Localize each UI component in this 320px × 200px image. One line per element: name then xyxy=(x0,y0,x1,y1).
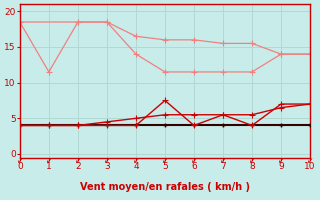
Text: ↙: ↙ xyxy=(104,156,110,165)
Text: ↙: ↙ xyxy=(133,156,139,165)
Text: ↙: ↙ xyxy=(17,156,23,165)
Text: ↙: ↙ xyxy=(220,156,226,165)
Text: ↙: ↙ xyxy=(46,156,52,165)
Text: ↙: ↙ xyxy=(307,156,313,165)
Text: ↙: ↙ xyxy=(75,156,81,165)
Text: ↙: ↙ xyxy=(278,156,284,165)
X-axis label: Vent moyen/en rafales ( km/h ): Vent moyen/en rafales ( km/h ) xyxy=(80,182,250,192)
Text: ↙: ↙ xyxy=(249,156,255,165)
Text: ↙: ↙ xyxy=(191,156,197,165)
Text: ↙: ↙ xyxy=(162,156,168,165)
